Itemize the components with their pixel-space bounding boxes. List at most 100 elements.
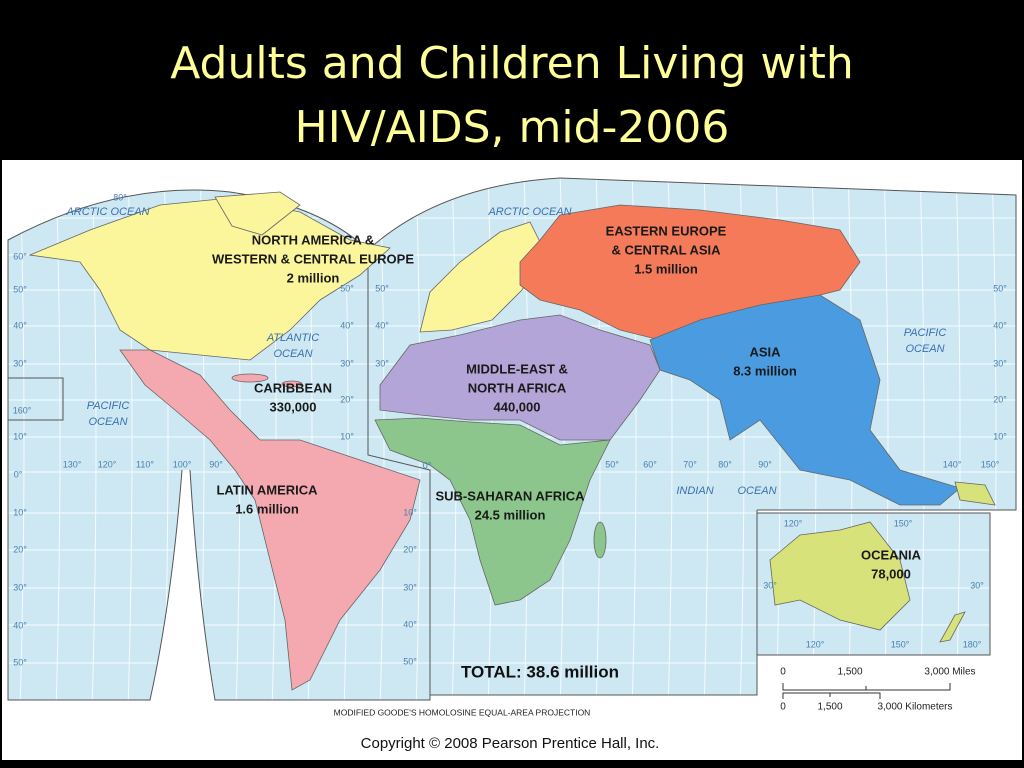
- graticule-label: 50°: [13, 657, 27, 667]
- meridian: [379, 178, 385, 700]
- scale-bar: [782, 683, 951, 699]
- graticule-label: 60°: [13, 251, 27, 261]
- graticule-label: 30°: [970, 580, 984, 590]
- lobe-border: [7, 469, 183, 701]
- middle-east-north-africa: [379, 314, 661, 441]
- meridian: [955, 178, 961, 700]
- inset-border: [7, 377, 64, 421]
- graticule-label: 60°: [643, 459, 657, 469]
- meridian: [919, 178, 925, 700]
- scale-label: 0: [780, 667, 786, 678]
- scale-label: 1,500: [817, 702, 842, 713]
- title-line: HIV/AIDS, mid-2006: [295, 102, 730, 153]
- ocean-label: INDIAN: [676, 485, 713, 497]
- new-guinea: [954, 481, 996, 506]
- madagascar: [593, 521, 607, 559]
- graticule-label: 70°: [683, 459, 697, 469]
- graticule-label: 40°: [340, 320, 354, 330]
- region-label: OCEANIA: [861, 547, 922, 562]
- region-label: 330,000: [270, 399, 317, 414]
- latin-america: [119, 349, 421, 691]
- graticule-label: 120°: [806, 639, 825, 649]
- graticule-label: 90°: [758, 459, 772, 469]
- graticule-label: 150°: [981, 459, 1000, 469]
- graticule-label: 30°: [993, 358, 1007, 368]
- graticule-label: 50°: [13, 284, 27, 294]
- graticule-label: 180°: [963, 639, 982, 649]
- graticule-label: 30°: [375, 358, 389, 368]
- graticule-label: 80°: [113, 192, 127, 202]
- graticule-label: 30°: [763, 580, 777, 590]
- lobe-borders: [7, 177, 1017, 701]
- caribbean-island: [281, 380, 303, 388]
- land: [28, 191, 996, 691]
- copyright: Copyright © 2008 Pearson Prentice Hall, …: [361, 735, 660, 752]
- graticule-label: 80°: [718, 459, 732, 469]
- ocean-label: PACIFIC: [904, 327, 947, 339]
- graticule-label: 10°: [13, 431, 27, 441]
- region-label: 8.3 million: [733, 363, 797, 378]
- scale-bar-km: [782, 692, 881, 699]
- region-label: 78,000: [871, 566, 911, 581]
- ocean-label: OCEAN: [88, 416, 127, 428]
- region-label: SUB-SAHARAN AFRICA: [435, 488, 585, 503]
- graticule-label: 20°: [340, 394, 354, 404]
- region-label: WESTERN & CENTRAL EUROPE: [212, 251, 414, 266]
- region-label: 1.5 million: [634, 261, 698, 276]
- graticule-label: 40°: [13, 620, 27, 630]
- graticule-label: 40°: [993, 320, 1007, 330]
- australia: [769, 521, 911, 631]
- sub-saharan-africa: [374, 417, 611, 606]
- ocean-label: ATLANTIC: [266, 332, 319, 344]
- graticule-label: 30°: [13, 358, 27, 368]
- ocean-label: OCEAN: [737, 485, 776, 497]
- region-label: EASTERN EUROPE: [606, 223, 727, 238]
- region-label: MIDDLE-EAST &: [466, 361, 568, 376]
- ocean-label: OCEAN: [273, 348, 312, 360]
- graticule-label: 50°: [375, 283, 389, 293]
- lobe-border: [7, 177, 1017, 511]
- graticule-label: 50°: [403, 656, 417, 666]
- graticule-label: 10°: [13, 507, 27, 517]
- greenland: [214, 191, 301, 236]
- region-label: CARIBBEAN: [254, 380, 332, 395]
- graticule-label: 10°: [403, 507, 417, 517]
- graticule-label: 150°: [894, 518, 913, 528]
- graticule-label: 40°: [403, 619, 417, 629]
- projection-note: MODIFIED GOODE'S HOMOLOSINE EQUAL-AREA P…: [334, 707, 591, 717]
- europe: [419, 221, 546, 333]
- region-label: 1.6 million: [235, 501, 299, 516]
- caribbean-island: [231, 373, 269, 383]
- scale-label: 3,000 Miles: [924, 667, 975, 678]
- ocean-label: ARCTIC OCEAN: [487, 206, 571, 218]
- scale-label: 3,000 Kilometers: [877, 702, 952, 713]
- ocean-label: ARCTIC OCEAN: [65, 206, 149, 218]
- meridian: [19, 178, 25, 700]
- region-label: NORTH AMERICA &: [252, 232, 375, 247]
- scale-label: 1,500: [837, 667, 862, 678]
- lobe-border: [189, 250, 431, 701]
- region-label: ASIA: [749, 344, 781, 359]
- region-label: 24.5 million: [475, 507, 546, 522]
- ocean-label: PACIFIC: [87, 400, 130, 412]
- scale-label: 0: [780, 702, 786, 713]
- asia: [649, 294, 961, 506]
- graticule-label: 20°: [993, 394, 1007, 404]
- region-label: 440,000: [494, 399, 541, 414]
- graticule-label: 150°: [891, 639, 910, 649]
- graticule-label: 50°: [993, 283, 1007, 293]
- graticule-label: 100°: [173, 459, 192, 469]
- graticule-label: 90°: [209, 459, 223, 469]
- graticule-label: 30°: [13, 582, 27, 592]
- region-label: LATIN AMERICA: [216, 482, 318, 497]
- graticule-label: 50°: [605, 459, 619, 469]
- title-line: Adults and Children Living with: [170, 38, 854, 89]
- graticule-label: 120°: [784, 518, 803, 528]
- graticule-label: 0°: [14, 469, 23, 479]
- graticule-label: 160°: [13, 405, 32, 415]
- region-label: & CENTRAL ASIA: [611, 242, 721, 257]
- graticule-label: 10°: [340, 431, 354, 441]
- region-label: 2 million: [287, 270, 340, 285]
- graticule-label: 40°: [375, 320, 389, 330]
